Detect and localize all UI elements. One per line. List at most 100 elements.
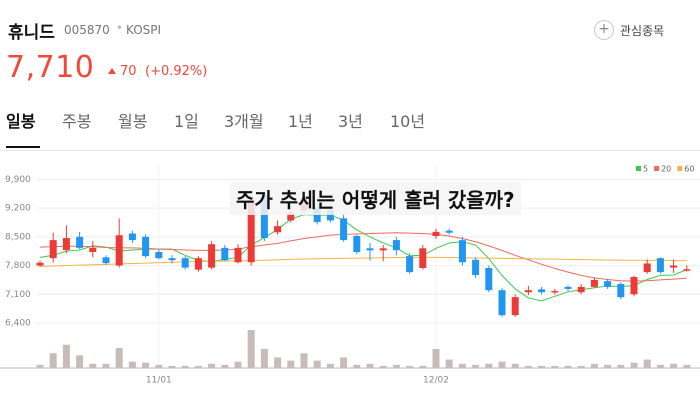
volume-bar xyxy=(36,364,44,368)
candle-body xyxy=(234,247,242,263)
candle-body xyxy=(115,235,123,266)
candle-body xyxy=(670,265,678,268)
candle-body xyxy=(155,252,163,259)
stock-code: 005870 xyxy=(64,23,110,37)
volume-bar xyxy=(49,353,57,368)
candle-body xyxy=(379,248,387,251)
candle-body xyxy=(128,233,136,241)
volume-bar xyxy=(379,365,387,368)
candle-body xyxy=(181,258,189,268)
period-tab[interactable]: 3년 xyxy=(338,112,363,131)
volume-bar xyxy=(432,349,440,368)
candle-body xyxy=(208,244,216,268)
volume-bar xyxy=(419,365,427,368)
volume-bar xyxy=(538,365,546,368)
legend-swatch xyxy=(636,166,641,171)
moving-average-line xyxy=(39,256,687,267)
volume-bar xyxy=(62,344,70,368)
volume-bar xyxy=(406,365,414,368)
period-tab[interactable]: 일봉 xyxy=(6,112,36,131)
candle-body xyxy=(617,284,625,298)
volume-bar xyxy=(683,364,691,368)
candle-body xyxy=(406,256,414,273)
candle-body xyxy=(683,269,691,271)
period-tab[interactable]: 1년 xyxy=(288,112,313,131)
candle-body xyxy=(287,213,295,221)
candle-body xyxy=(590,279,598,287)
volume-bar xyxy=(300,353,308,368)
volume-bar xyxy=(128,361,136,368)
volume-bar xyxy=(498,361,506,368)
candle-body xyxy=(445,230,453,233)
candle-body xyxy=(274,226,282,233)
candle-body xyxy=(221,247,229,261)
y-tick-label: 9,200 xyxy=(5,204,31,214)
price: 7,710 xyxy=(6,50,95,85)
volume-bar xyxy=(274,357,282,368)
candle-body xyxy=(485,268,493,291)
change-pct: (+0.92%) xyxy=(145,64,208,79)
candle-body xyxy=(353,235,361,253)
legend-label: 60 xyxy=(684,165,694,174)
candle-body xyxy=(538,289,546,293)
volume-bar xyxy=(564,365,572,368)
volume-bar xyxy=(643,359,651,368)
candle-body xyxy=(511,297,519,316)
volume-bar xyxy=(630,362,638,368)
volume-bar xyxy=(577,365,585,368)
y-tick-label: 8,500 xyxy=(5,232,31,242)
candle-body xyxy=(392,240,400,251)
active-tab-underline xyxy=(6,146,40,148)
volume-bar xyxy=(617,364,625,368)
volume-bar xyxy=(485,363,493,368)
candle-body xyxy=(498,290,506,316)
volume-bar xyxy=(181,365,189,368)
watch-button[interactable]: 관심종목 xyxy=(620,24,665,38)
volume-bar xyxy=(76,355,84,368)
candle-body xyxy=(194,258,202,270)
legend-swatch xyxy=(677,166,683,171)
volume-bar xyxy=(115,347,123,368)
candle-body xyxy=(366,248,374,251)
volume-bar xyxy=(208,363,216,368)
candle-body xyxy=(340,218,348,241)
volume-bar xyxy=(234,361,242,368)
candle-body xyxy=(89,247,97,253)
candle-body xyxy=(524,290,532,293)
x-tick-label: 12/02 xyxy=(423,376,449,386)
period-tab[interactable]: 1일 xyxy=(174,112,199,131)
change: 70 xyxy=(120,64,137,79)
volume-bar xyxy=(524,365,532,368)
period-tab[interactable]: 주봉 xyxy=(62,112,92,131)
legend-label: 5 xyxy=(643,165,648,174)
watch-icon[interactable]: + xyxy=(594,20,614,40)
candle-body xyxy=(458,240,466,263)
volume-bar xyxy=(472,364,480,368)
moving-average-line xyxy=(39,232,687,282)
volume-bar xyxy=(656,364,664,368)
candle-body xyxy=(419,248,427,269)
x-tick-label: 11/01 xyxy=(146,376,172,386)
period-tab[interactable]: 월봉 xyxy=(118,112,148,131)
candle-body xyxy=(656,258,664,273)
candle-body xyxy=(76,236,84,248)
legend-swatch xyxy=(654,166,660,171)
volume-bar xyxy=(194,365,202,368)
period-tab[interactable]: 10년 xyxy=(390,112,426,131)
candle-body xyxy=(102,257,110,264)
candle-body xyxy=(472,259,480,275)
volume-bar xyxy=(670,363,678,368)
candle-body xyxy=(551,290,559,293)
period-tab[interactable]: 3개월 xyxy=(224,112,264,131)
volume-bar xyxy=(511,363,519,368)
volume-bar xyxy=(313,360,321,368)
volume-bar xyxy=(221,364,229,368)
y-tick-label: 7,100 xyxy=(5,290,31,300)
divider xyxy=(0,150,700,151)
volume-bar xyxy=(340,357,348,368)
overlay-caption: 주가 추세는 어떻게 흘러 갔을까? xyxy=(230,182,521,215)
volume-bar xyxy=(326,363,334,368)
volume-bar xyxy=(604,364,612,368)
volume-bar xyxy=(287,360,295,368)
